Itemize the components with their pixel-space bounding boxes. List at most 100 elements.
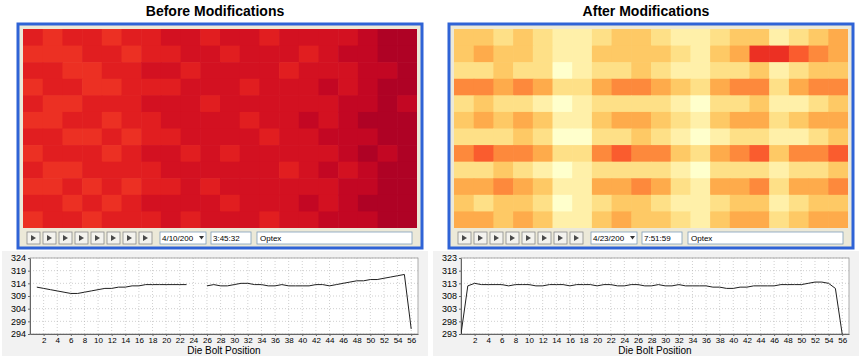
x-tick: 50 (366, 334, 375, 345)
x-tick-label: 44 (326, 336, 335, 345)
x-tick: 30 (230, 334, 239, 345)
grid-line-x (583, 258, 584, 334)
heatmap-cell (220, 95, 240, 112)
heatmap-cell (809, 195, 829, 212)
heatmap-cell (200, 195, 220, 212)
heatmap-cell (769, 79, 789, 96)
heatmap-cell (141, 145, 161, 162)
grid-line-x (43, 258, 44, 334)
x-tick: 36 (702, 334, 711, 345)
heatmap-cell (259, 62, 279, 79)
heatmap-cell (553, 145, 573, 162)
heatmap-cell (102, 46, 122, 63)
y-tick: 318 (442, 266, 461, 276)
heatmap-cell (789, 178, 809, 195)
heatmap-cell (513, 95, 533, 112)
y-tick: 319 (11, 266, 30, 276)
heatmap-cell (240, 129, 260, 146)
x-tick-label: 6 (500, 336, 505, 345)
heatmap-cell (378, 95, 398, 112)
grid-line-x (70, 258, 71, 334)
heatmap-cell (828, 79, 848, 96)
heatmap-cell (651, 62, 671, 79)
heatmap-cell (358, 195, 378, 212)
heatmap-cell (319, 46, 339, 63)
heatmap-cell (338, 178, 358, 195)
heatmap-cell (789, 211, 809, 228)
heatmap-cell (259, 195, 279, 212)
x-tick-label: 54 (825, 336, 834, 345)
heatmap-cell (299, 195, 319, 212)
control-icon (111, 235, 116, 241)
controls-background (23, 230, 417, 246)
heatmap-cell (612, 178, 632, 195)
heatmap-cell (200, 178, 220, 195)
heatmap-cell (789, 112, 809, 129)
heatmap-cell (553, 129, 573, 146)
heatmap-cell (572, 162, 592, 179)
heatmap-cell (220, 62, 240, 79)
y-axis: 293298303308313318323 (442, 253, 462, 339)
heatmap-cell (338, 145, 358, 162)
date-text: 4/10/200 (162, 234, 194, 243)
heatmap-cell (141, 162, 161, 179)
x-tick: 48 (353, 334, 362, 345)
y-tick-label: 298 (442, 317, 457, 327)
heatmap-cell (828, 46, 848, 63)
heatmap-cell (750, 29, 770, 46)
x-tick-label: 32 (244, 336, 253, 345)
heatmap-cell (730, 29, 750, 46)
heatmap-cell (592, 129, 612, 146)
heatmap-cell (259, 162, 279, 179)
heatmap-cell (240, 79, 260, 96)
heatmap-cell (338, 195, 358, 212)
x-tick: 28 (648, 334, 657, 345)
heatmap-cell (592, 195, 612, 212)
grid-line-y (461, 296, 849, 297)
heatmap-cell (23, 129, 43, 146)
heatmap-cell (690, 62, 710, 79)
x-tick: 10 (525, 334, 534, 345)
x-tick: 6 (500, 334, 505, 345)
heatmap-cell (730, 178, 750, 195)
heatmap-cell (299, 129, 319, 146)
heatmap-cell (651, 95, 671, 112)
heatmap-cell (572, 62, 592, 79)
heatmap-cell (397, 29, 417, 46)
heatmap-cell (358, 62, 378, 79)
heatmap-cell (23, 178, 43, 195)
grid-line-x (98, 258, 99, 334)
heatmap-cell (828, 29, 848, 46)
grid-line-y (461, 270, 849, 271)
heatmap-cell (181, 178, 201, 195)
heatmap-cell (828, 195, 848, 212)
heatmap-cell (631, 145, 651, 162)
heatmap-cell (279, 112, 299, 129)
control-button (554, 232, 567, 244)
x-tick-label: 2 (473, 336, 478, 345)
heatmap-cell (572, 29, 592, 46)
heatmap-cell (82, 46, 102, 63)
heatmap-cell (43, 178, 63, 195)
heatmap-cell (474, 112, 494, 129)
heatmap-cell (809, 178, 829, 195)
heatmap-cell (23, 29, 43, 46)
heatmap-cell (220, 29, 240, 46)
heatmap-cell (181, 195, 201, 212)
heatmap-cell (181, 62, 201, 79)
heatmap-cell (181, 29, 201, 46)
heatmap-cell (631, 162, 651, 179)
heatmap-cell (612, 46, 632, 63)
heatmap-cell (220, 79, 240, 96)
heatmap-cell (122, 145, 142, 162)
heatmap-cell (200, 162, 220, 179)
control-icon (47, 235, 52, 241)
heatmap-cell (279, 178, 299, 195)
x-tick-label: 18 (580, 336, 589, 345)
heatmap-cell (43, 195, 63, 212)
time-text: 3:45:32 (213, 234, 240, 243)
heatmap-cell (553, 79, 573, 96)
heatmap-cell (43, 95, 63, 112)
control-button (570, 232, 583, 244)
heatmap-cell (23, 211, 43, 228)
